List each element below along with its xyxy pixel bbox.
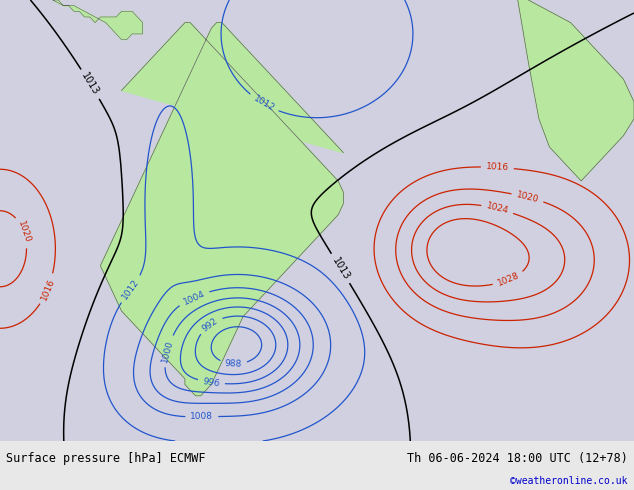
Text: 1020: 1020: [515, 190, 540, 204]
Text: 996: 996: [202, 377, 221, 388]
Text: Surface pressure [hPa] ECMWF: Surface pressure [hPa] ECMWF: [6, 452, 206, 465]
Text: 1012: 1012: [252, 94, 276, 113]
Text: 1016: 1016: [39, 277, 56, 301]
Text: 1000: 1000: [160, 339, 175, 363]
Text: 988: 988: [225, 359, 242, 368]
Text: ©weatheronline.co.uk: ©weatheronline.co.uk: [510, 476, 628, 486]
Text: 1013: 1013: [330, 255, 351, 281]
Polygon shape: [53, 0, 143, 40]
Text: 1028: 1028: [496, 271, 521, 288]
Text: 1016: 1016: [486, 162, 509, 172]
Text: 1012: 1012: [120, 277, 141, 301]
Polygon shape: [518, 0, 634, 181]
Text: 1024: 1024: [485, 201, 510, 216]
Text: 1004: 1004: [181, 289, 206, 306]
Text: 1020: 1020: [16, 220, 32, 245]
Text: Th 06-06-2024 18:00 UTC (12+78): Th 06-06-2024 18:00 UTC (12+78): [407, 452, 628, 465]
Text: 1013: 1013: [80, 71, 101, 97]
Text: 992: 992: [201, 316, 220, 333]
Polygon shape: [100, 23, 344, 396]
Text: 1008: 1008: [190, 412, 213, 421]
